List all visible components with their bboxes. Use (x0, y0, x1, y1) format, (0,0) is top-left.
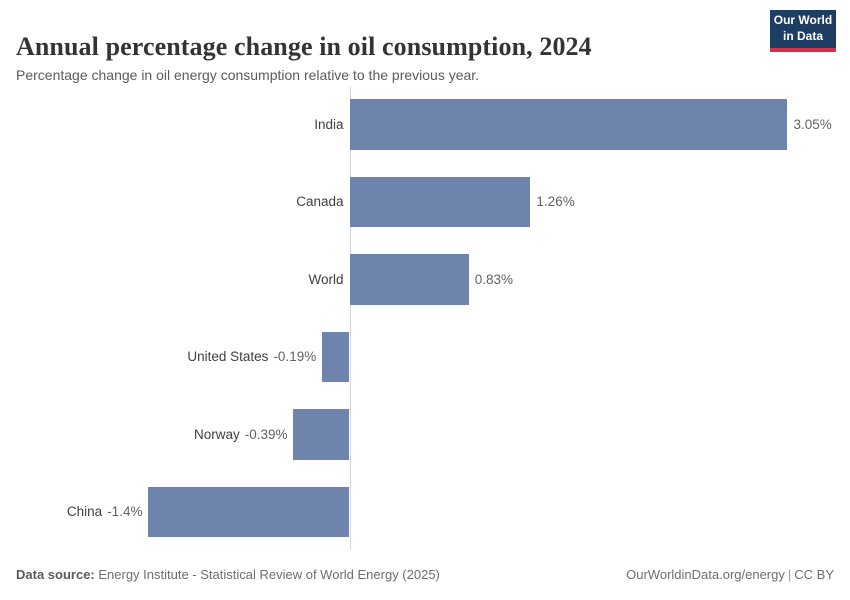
bar-label-group-canada: Canada (296, 177, 343, 228)
bar-label-world: World (308, 271, 344, 287)
bar-chart: 3.05% India 1.26% Canada 0.83% World United St… (0, 87, 850, 550)
data-source-label: Data source: (16, 567, 95, 582)
bar-canada[interactable] (349, 176, 531, 227)
license-label: CC BY (794, 567, 834, 582)
bar-label-india: India (314, 116, 344, 132)
owid-logo-line2: in Data (782, 29, 823, 43)
bar-row-china: China -1.4% (0, 486, 850, 538)
bar-row-canada: 1.26% Canada (0, 176, 850, 228)
bar-label-china: China (66, 504, 103, 520)
owid-logo-line1: Our World (773, 13, 833, 28)
bar-united-states[interactable] (322, 331, 350, 382)
bar-label-norway: Norway (193, 426, 240, 442)
bar-value-group-canada: 1.26% (536, 177, 574, 228)
bar-row-india: 3.05% India (0, 99, 850, 150)
bar-label-group-china: China -1.4% (67, 487, 143, 538)
bar-world[interactable] (349, 254, 469, 305)
attribution-separator: | (787, 567, 792, 582)
data-source-value: Energy Institute - Statistical Review of… (94, 567, 440, 582)
page-title: Annual percentage change in oil consumpt… (16, 32, 592, 62)
owid-logo[interactable]: Our World in Data (770, 10, 836, 52)
bar-value-china: -1.4% (107, 504, 143, 520)
bar-value-india: 3.05% (793, 116, 832, 132)
bar-label-group-india: India (314, 99, 343, 150)
data-source-note: Data source: Energy Institute - Statisti… (16, 567, 440, 582)
bar-china[interactable] (148, 486, 350, 537)
bar-value-canada: 1.26% (536, 194, 575, 210)
bar-label-canada: Canada (296, 194, 344, 210)
bar-norway[interactable] (293, 409, 350, 460)
attribution: OurWorldinData.org/energy | CC BY (626, 567, 834, 582)
bar-value-united-states: -0.19% (273, 349, 317, 365)
bar-row-norway: Norway -0.39% (0, 409, 850, 460)
chart-footer: Data source: Energy Institute - Statisti… (16, 567, 834, 582)
bar-label-group-united-states: United States -0.19% (187, 332, 316, 383)
bar-row-world: 0.83% World (0, 254, 850, 305)
zero-axis-line (349, 87, 351, 550)
bar-value-world: 0.83% (474, 271, 513, 287)
bar-label-united-states: United States (187, 349, 269, 365)
bar-row-united-states: United States -0.19% (0, 331, 850, 383)
bar-value-group-world: 0.83% (475, 254, 513, 305)
bar-value-group-india: 3.05% (793, 99, 831, 150)
bar-label-group-world: World (308, 254, 343, 305)
owid-url-link[interactable]: OurWorldinData.org/energy (626, 567, 785, 582)
bar-label-group-norway: Norway -0.39% (194, 409, 288, 460)
bar-india[interactable] (349, 99, 788, 150)
chart-subtitle: Percentage change in oil energy consumpt… (16, 67, 480, 83)
bar-value-norway: -0.39% (244, 426, 288, 442)
